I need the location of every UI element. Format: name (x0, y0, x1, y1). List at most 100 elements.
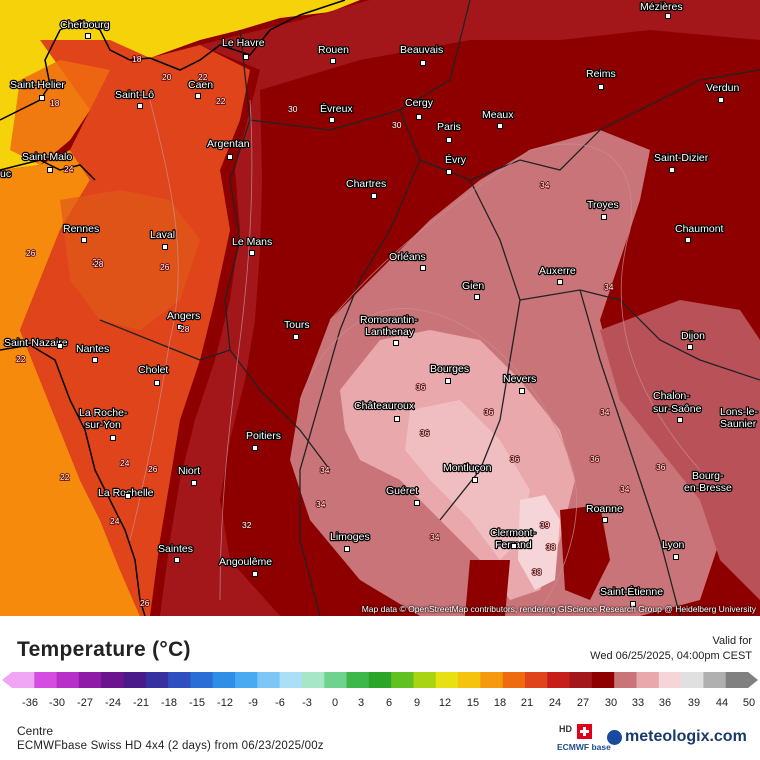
isotherm-value: 36 (590, 454, 600, 464)
scale-tick-label: 44 (715, 697, 729, 709)
isotherm-value: 34 (604, 282, 614, 292)
city-label: Verdun (706, 82, 739, 94)
scale-swatch (279, 672, 303, 688)
city-label: Bourg- (692, 470, 724, 482)
city-label: Limoges (330, 531, 370, 543)
scale-swatch (502, 672, 526, 688)
map-canvas: Cherbourg Le Havre Rouen Beauvais Mézières Sa… (0, 0, 760, 616)
isotherm-value: 34 (320, 465, 330, 475)
isotherm-value: 30 (392, 120, 402, 130)
scale-swatch (636, 672, 660, 688)
isotherm-value: 34 (316, 499, 326, 509)
city-label: Chartres (346, 178, 386, 190)
scale-swatch (413, 672, 437, 688)
scale-tick-label: 50 (742, 697, 756, 709)
scale-swatch (569, 672, 593, 688)
city-label: Châteauroux (354, 400, 415, 412)
temperature-map[interactable]: Cherbourg Le Havre Rouen Beauvais Mézières Sa… (0, 0, 760, 616)
scale-tick-label: -12 (217, 697, 233, 709)
isotherm-value: 18 (50, 98, 60, 108)
region-borders (99, 0, 760, 616)
scale-swatch (145, 672, 169, 688)
scale-tick-label: 12 (438, 697, 452, 709)
scale-swatch (591, 672, 615, 688)
map-attribution: Map data © OpenStreetMap contributors, r… (361, 604, 756, 614)
city-marker (243, 54, 249, 60)
city-marker (154, 380, 160, 386)
scale-tick-label: 36 (658, 697, 672, 709)
scale-tick-label: -3 (302, 697, 312, 709)
city-label: Mézières (640, 1, 683, 13)
scale-max-arrow (748, 672, 758, 688)
city-marker (293, 334, 299, 340)
coastline-north (0, 0, 346, 121)
city-marker (630, 601, 636, 607)
city-marker (394, 416, 400, 422)
isotherm-value: 28 (180, 324, 190, 334)
city-label: Reims (586, 68, 616, 80)
ecmwf-logo: ECMWF base (557, 742, 611, 752)
city-label: Saint-Lô (115, 89, 154, 101)
city-marker (81, 237, 87, 243)
isotherm-value: 36 (484, 407, 494, 417)
city-marker (598, 84, 604, 90)
isotherm-value: 26 (140, 598, 150, 608)
coastline-west (0, 344, 146, 616)
isotherm-value: 28 (94, 259, 104, 269)
temp-zone-limousin (465, 560, 510, 616)
isotherm-value: 26 (160, 262, 170, 272)
scale-swatch (435, 672, 459, 688)
scale-swatch (78, 672, 102, 688)
city-marker (445, 378, 451, 384)
city-marker (602, 517, 608, 523)
city-marker (497, 123, 503, 129)
scale-tick-label: -15 (189, 697, 205, 709)
hd-badge: HD (559, 724, 572, 734)
city-label: Laval (150, 229, 175, 241)
city-marker (601, 214, 607, 220)
city-marker (687, 344, 693, 350)
temp-zone-east (600, 300, 760, 600)
city-label: Troyes (587, 199, 619, 211)
scale-tick-label: 15 (466, 697, 480, 709)
isotherm-value: 34 (620, 484, 630, 494)
city-label: Caen (188, 79, 213, 91)
city-label: Beauvais (400, 44, 443, 56)
scale-tick-label: 27 (576, 697, 590, 709)
isotherm-value: 38 (546, 542, 556, 552)
city-label: Évry (445, 153, 467, 166)
scale-swatch (458, 672, 481, 688)
city-marker (393, 340, 399, 346)
swiss-flag-icon (577, 724, 592, 739)
region-name: Centre (17, 724, 54, 738)
city-marker (511, 543, 517, 549)
isotherm-value: 24 (110, 516, 120, 526)
legend-title: Temperature (°C) (17, 638, 191, 661)
city-marker (344, 546, 350, 552)
city-label: Lanthenay (365, 326, 415, 338)
city-marker (92, 357, 98, 363)
city-label: en-Bresse (684, 482, 732, 494)
temp-zone-cotentin (10, 60, 110, 165)
model-run: ECMWFbase Swiss HD 4x4 (2 days) from 06/… (17, 740, 324, 752)
city-label: Poitiers (246, 430, 281, 442)
city-label: Saint-Helier (10, 79, 65, 91)
city-marker (249, 250, 255, 256)
city-marker (39, 95, 45, 101)
brand-link[interactable]: meteologix.com (625, 728, 747, 745)
isotherm-value: 34 (540, 180, 550, 190)
city-label: Montluçon (443, 462, 492, 474)
city-marker (191, 480, 197, 486)
scale-tick-label: 30 (604, 697, 618, 709)
city-marker (474, 294, 480, 300)
city-label: Cholet (138, 364, 168, 376)
isotherm-value: 22 (16, 354, 26, 364)
city-marker (174, 557, 180, 563)
temp-zone-hottest (405, 400, 530, 560)
city-marker (446, 137, 452, 143)
city-label: Gien (462, 280, 484, 292)
scale-swatch (56, 672, 80, 688)
scale-tick-label: 0 (331, 697, 339, 709)
logos[interactable]: HD ECMWF base meteologix.com (545, 722, 755, 756)
city-marker (195, 93, 201, 99)
